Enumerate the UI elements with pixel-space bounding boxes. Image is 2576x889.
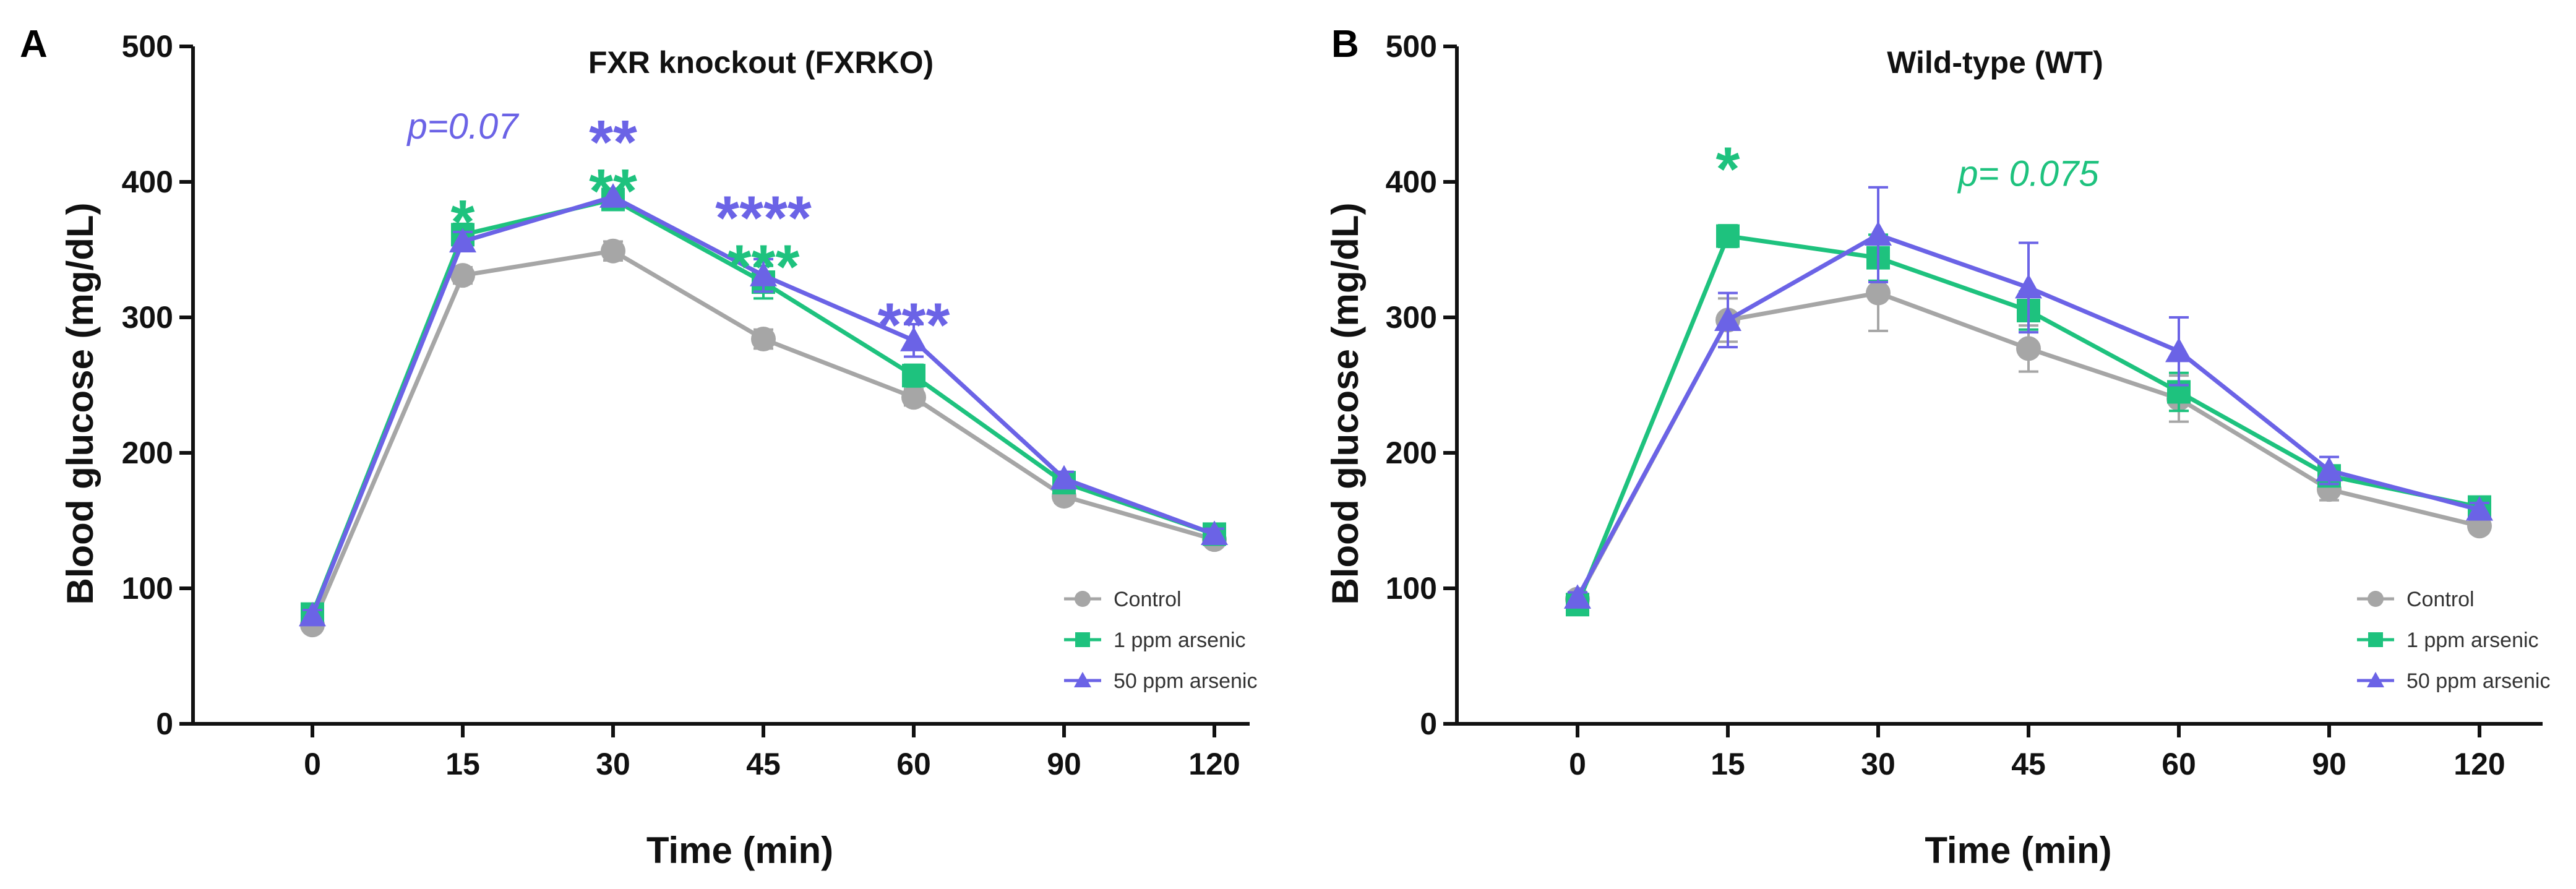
significance-annotation: **: [589, 108, 637, 177]
y-tick-label: 400: [122, 165, 173, 199]
legend-label: 1 ppm arsenic: [2406, 629, 2539, 652]
legend-label: Control: [2406, 588, 2475, 611]
panel-a: A FXR knockout (FXRKO) 0 100 200 300 400 500 0 15…: [20, 23, 1257, 871]
legend-label: Control: [1114, 588, 1182, 611]
data-point: [1050, 465, 1078, 490]
x-axis-label: Time (min): [1925, 830, 2111, 871]
y-tick-label: 100: [122, 571, 173, 606]
significance-annotation: ****: [715, 184, 812, 253]
y-tick-label: 200: [1386, 436, 1437, 470]
data-point: [901, 385, 926, 410]
y-tick-label: 0: [156, 706, 173, 741]
legend-marker: [2368, 632, 2383, 647]
legend-label: 50 ppm arsenic: [1114, 669, 1257, 693]
data-point: [1201, 520, 1228, 545]
data-point: [2316, 457, 2343, 482]
series-ppm50: [1564, 186, 2493, 609]
legend-entry-control: Control: [2357, 588, 2475, 611]
x-axis-label: Time (min): [646, 830, 833, 871]
data-point: [2165, 337, 2192, 363]
x-tick-label: 60: [2162, 747, 2196, 781]
data-point: [2466, 496, 2493, 521]
y-tick-label: 300: [1386, 300, 1437, 335]
data-point: [1866, 280, 1891, 306]
y-tick-label: 0: [1420, 706, 1437, 741]
p-value-annotation: p= 0.075: [1957, 154, 2099, 194]
data-point: [450, 263, 475, 288]
legend-marker: [1075, 591, 1091, 607]
series-ppm50: [299, 183, 1228, 627]
legend-marker: [1074, 672, 1091, 687]
panel-letter: A: [20, 23, 48, 66]
data-point: [750, 262, 777, 286]
x-tick-label: 45: [2011, 747, 2046, 781]
data-point: [902, 364, 925, 388]
significance-annotation: ***: [878, 291, 950, 360]
legend-marker: [2368, 591, 2384, 607]
legend-entry-ppm50: 50 ppm arsenic: [2357, 669, 2550, 693]
x-tick-label: 0: [1569, 747, 1586, 781]
y-tick-label: 300: [122, 300, 173, 335]
x-tick-label: 120: [2454, 747, 2505, 781]
legend-marker: [2367, 672, 2384, 687]
significance-annotation: *: [451, 187, 475, 257]
significance-annotation: ***: [728, 232, 800, 301]
legend-label: 1 ppm arsenic: [1114, 629, 1246, 652]
y-tick-label: 500: [122, 29, 173, 64]
legend-entry-ppm1: 1 ppm arsenic: [1064, 629, 1246, 652]
x-tick-label: 15: [445, 747, 480, 781]
data-point: [1865, 221, 1892, 246]
legend-entry-ppm1: 1 ppm arsenic: [2357, 629, 2539, 652]
x-tick-label: 30: [1861, 747, 1896, 781]
x-tick-label: 90: [1047, 747, 1081, 781]
data-point: [751, 327, 776, 352]
significance-annotation: **: [589, 157, 637, 226]
data-point: [449, 228, 476, 252]
x-tick-label: 120: [1188, 747, 1240, 781]
y-tick-label: 500: [1386, 29, 1437, 64]
chart-title: FXR knockout (FXRKO): [588, 45, 934, 80]
x-tick-label: 90: [2312, 747, 2346, 781]
y-tick-label: 400: [1386, 165, 1437, 199]
y-axis-label: Blood glucose (mg/dL): [59, 203, 101, 605]
legend-entry-control: Control: [1064, 588, 1182, 611]
panel-b: B Wild-type (WT) 0 100 200 300 400 500 0 15 30 45 60…: [1324, 23, 2550, 871]
data-point: [299, 601, 326, 627]
legend-label: 50 ppm arsenic: [2406, 669, 2550, 693]
y-axis-label: Blood glucose (mg/dL): [1324, 203, 1366, 605]
chart-title: Wild-type (WT): [1887, 45, 2103, 80]
y-tick-label: 100: [1386, 571, 1437, 606]
data-point: [2015, 273, 2042, 299]
data-point: [1716, 224, 1740, 248]
x-tick-label: 45: [746, 747, 781, 781]
p-value-annotation: p=0.07: [406, 106, 520, 147]
significance-annotation: *: [1716, 135, 1740, 204]
y-tick-label: 200: [122, 436, 173, 470]
x-tick-label: 15: [1711, 747, 1745, 781]
x-tick-label: 30: [596, 747, 630, 781]
data-point: [900, 327, 927, 351]
data-point: [1714, 306, 1741, 331]
x-tick-label: 60: [896, 747, 931, 781]
panel-letter: B: [1331, 23, 1359, 66]
data-point: [1564, 584, 1591, 609]
data-point: [599, 183, 627, 208]
data-point: [601, 238, 625, 264]
series-line: [310, 249, 1215, 626]
legend-marker: [1075, 632, 1090, 647]
data-point: [2016, 336, 2041, 361]
legend-entry-ppm50: 50 ppm arsenic: [1064, 669, 1257, 693]
x-tick-label: 0: [304, 747, 321, 781]
